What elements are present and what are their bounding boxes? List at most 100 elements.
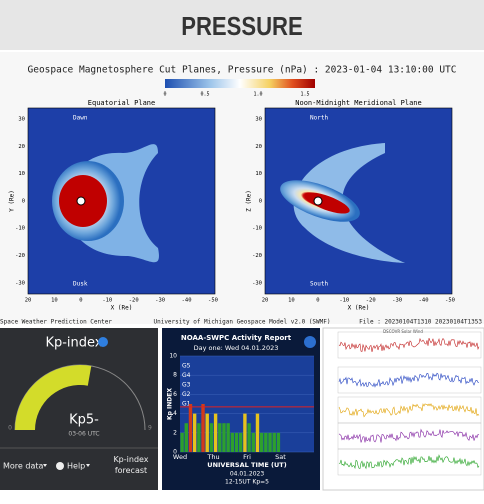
top-label: North: [310, 115, 328, 122]
x-tick-label: Fri: [243, 453, 251, 461]
x-tick-label: -50: [445, 298, 455, 304]
y-tick-label: 2: [173, 429, 177, 436]
trace: [338, 428, 480, 443]
storm-level: G1: [182, 401, 191, 408]
storm-level: G4: [182, 372, 191, 379]
x-tick-label: -30: [392, 298, 402, 304]
trace: [338, 337, 480, 352]
earth: [313, 196, 323, 206]
x-label: X (Re): [348, 305, 370, 312]
kp-bar: [201, 404, 205, 452]
button[interactable]: Kp-index forecast: [105, 454, 157, 482]
trace: [338, 403, 480, 418]
x-tick-label: 0: [316, 298, 319, 304]
y-tick-label: 10: [255, 171, 262, 177]
plot-frame: [264, 107, 453, 295]
kp-bar: [226, 423, 230, 452]
header-bar: [0, 0, 484, 50]
kp-bar: [276, 432, 281, 452]
x-tick-label: Sat: [275, 453, 286, 461]
colorbar-tick: 1.5: [300, 92, 309, 98]
kp-bar: [234, 432, 239, 452]
kp-time: 03-06 UTC: [68, 431, 99, 438]
x-tick-label: Wed: [173, 453, 187, 461]
gauge-max: 9: [148, 425, 152, 432]
button[interactable]: Help: [56, 462, 90, 471]
y-tick-label: -30: [15, 280, 25, 286]
y-tick-label: 20: [255, 144, 262, 150]
storm-level: G5: [182, 363, 191, 370]
button-wrap: Kp-index forecast: [113, 455, 149, 475]
pressure-shell: [293, 143, 405, 263]
x-tick-label: 20: [262, 298, 269, 304]
y-tick-label: 8: [173, 372, 177, 379]
y-tick-label: 6: [173, 391, 177, 398]
caret: [86, 464, 90, 467]
y-tick-label: 0: [259, 198, 262, 204]
noaa-logo: [304, 336, 316, 348]
kp-bar: [205, 413, 209, 452]
button-label[interactable]: More data: [3, 462, 43, 471]
y-tick-label: -20: [15, 253, 25, 259]
kp-bar: [243, 413, 247, 452]
kp-bar: [268, 432, 272, 452]
date: 04.01.2023: [230, 471, 265, 478]
y-label: Y (Re): [9, 190, 16, 212]
note: 12-15UT Kp=5: [225, 479, 269, 486]
y-tick-label: 30: [18, 117, 25, 123]
bottom-label: Dusk: [73, 281, 88, 288]
button-label[interactable]: Help: [67, 462, 85, 471]
earth: [76, 196, 86, 206]
y-label: Kp INDEX: [167, 388, 174, 420]
top-label: Dawn: [73, 115, 88, 122]
kp-bar: [209, 423, 214, 452]
colorbar-tick: 0.5: [200, 92, 209, 98]
x-tick-label: -20: [366, 298, 376, 304]
solar-wind-title: DSCOVR Solar Wind: [383, 329, 423, 334]
panel-title: Equatorial Plane: [88, 99, 155, 107]
colorbar-tick: 1.0: [253, 92, 262, 98]
y-tick-label: 30: [255, 117, 262, 123]
panel-title: Noon-Midnight Meridional Plane: [295, 99, 421, 107]
x-tick-label: 10: [288, 298, 295, 304]
x-tick-label: 20: [25, 298, 32, 304]
info-icon[interactable]: [98, 337, 108, 347]
y-tick-label: -10: [252, 226, 262, 232]
y-tick-label: 4: [173, 410, 177, 417]
x-tick-label: -30: [155, 298, 165, 304]
kp-bar: [247, 423, 251, 452]
noaa-title: NOAA-SWPC Activity Report: [181, 334, 292, 342]
kp-bar: [259, 432, 264, 452]
storm-level: G2: [182, 391, 191, 398]
trace: [338, 454, 480, 470]
y-label: Z (Re): [246, 190, 253, 212]
trace: [338, 372, 480, 388]
kp-bar: [230, 432, 235, 452]
y-tick-label: 20: [18, 144, 25, 150]
y-tick-label: 10: [169, 353, 177, 360]
kp-bar: [264, 432, 268, 452]
kp-bar: [197, 423, 201, 452]
x-tick-label: -20: [129, 298, 139, 304]
gauge-fill: [15, 365, 92, 430]
trace-frame: [337, 366, 482, 394]
caret: [43, 464, 47, 467]
kp-bar: [222, 423, 226, 452]
button-label[interactable]: Kp-index forecast: [113, 455, 149, 475]
colorbar: [165, 79, 315, 88]
noaa-subtitle: Day one: Wed 04.01.2023: [194, 344, 279, 352]
kp-title: Kp-index: [45, 336, 102, 351]
x-tick-label: -40: [419, 298, 429, 304]
kp-bar: [180, 432, 184, 452]
y-tick-label: 0: [22, 198, 25, 204]
y-tick-label: 0: [173, 449, 177, 456]
y-tick-label: -20: [252, 253, 262, 259]
y-tick-label: 10: [18, 171, 25, 177]
footer-left: Space Weather Prediction Center: [0, 319, 112, 326]
x-tick-label: -50: [208, 298, 218, 304]
help-icon: [56, 462, 64, 470]
button[interactable]: More data: [3, 462, 47, 471]
kp-bar: [188, 404, 193, 452]
footer-center: University of Michigan Geospace Model v2…: [153, 319, 330, 326]
